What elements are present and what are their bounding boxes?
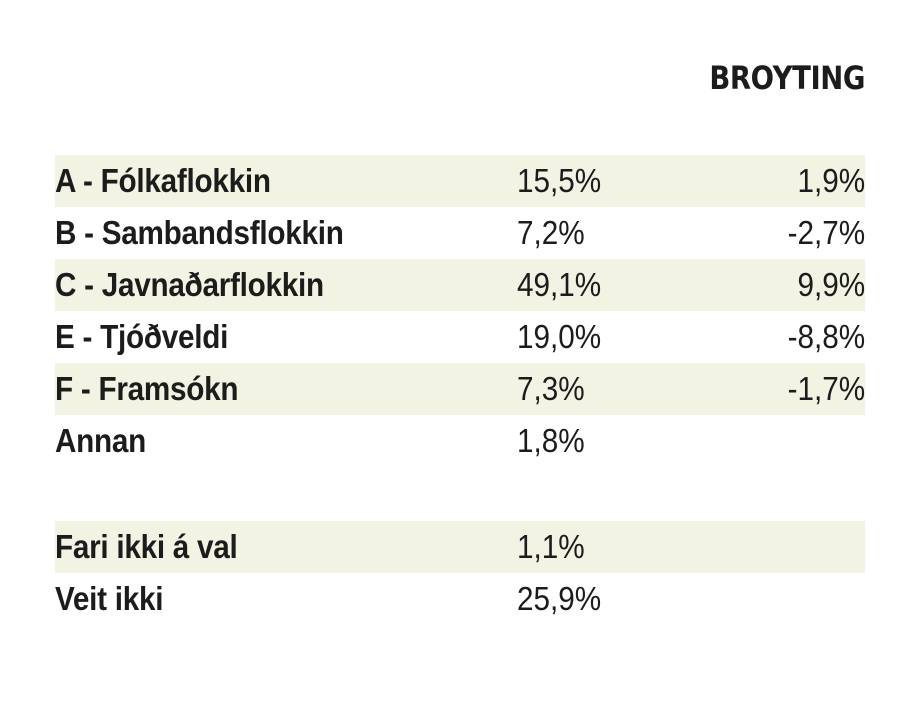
table-row: B - Sambandsflokkin 7,2% -2,7%	[55, 207, 865, 259]
share-change: 9,9%	[797, 266, 865, 303]
party-name: C - Javnaðarflokkin	[55, 266, 324, 303]
vote-share: 25,9%	[517, 580, 602, 617]
table-row: C - Javnaðarflokkin 49,1% 9,9%	[55, 259, 865, 311]
table-row: Veit ikki 25,9%	[55, 573, 865, 625]
vote-share: 7,2%	[517, 214, 585, 251]
table-row: Annan 1,8%	[55, 415, 865, 467]
table-header: BROYTING	[55, 58, 865, 98]
party-name: F - Framsókn	[55, 370, 239, 407]
party-name: Veit ikki	[55, 580, 164, 617]
table-row: Fari ikki á val 1,1%	[55, 521, 865, 573]
row-spacer	[55, 467, 865, 521]
vote-share: 1,8%	[517, 422, 585, 459]
table-row: A - Fólkaflokkin 15,5% 1,9%	[55, 155, 865, 207]
party-name: E - Tjóðveldi	[55, 318, 229, 355]
change-column-header: BROYTING	[709, 59, 865, 97]
results-table: A - Fólkaflokkin 15,5% 1,9% B - Sambands…	[55, 155, 865, 625]
share-change: -2,7%	[787, 214, 865, 251]
vote-share: 15,5%	[517, 162, 602, 199]
party-name: Annan	[55, 422, 147, 459]
table-row: F - Framsókn 7,3% -1,7%	[55, 363, 865, 415]
vote-share: 1,1%	[517, 528, 585, 565]
party-name: B - Sambandsflokkin	[55, 214, 344, 251]
share-change: -8,8%	[787, 318, 865, 355]
share-change: 1,9%	[797, 162, 865, 199]
vote-share: 49,1%	[517, 266, 602, 303]
vote-share: 19,0%	[517, 318, 602, 355]
vote-share: 7,3%	[517, 370, 585, 407]
party-name: Fari ikki á val	[55, 528, 238, 565]
party-name: A - Fólkaflokkin	[55, 162, 271, 199]
share-change: -1,7%	[787, 370, 865, 407]
table-row: E - Tjóðveldi 19,0% -8,8%	[55, 311, 865, 363]
